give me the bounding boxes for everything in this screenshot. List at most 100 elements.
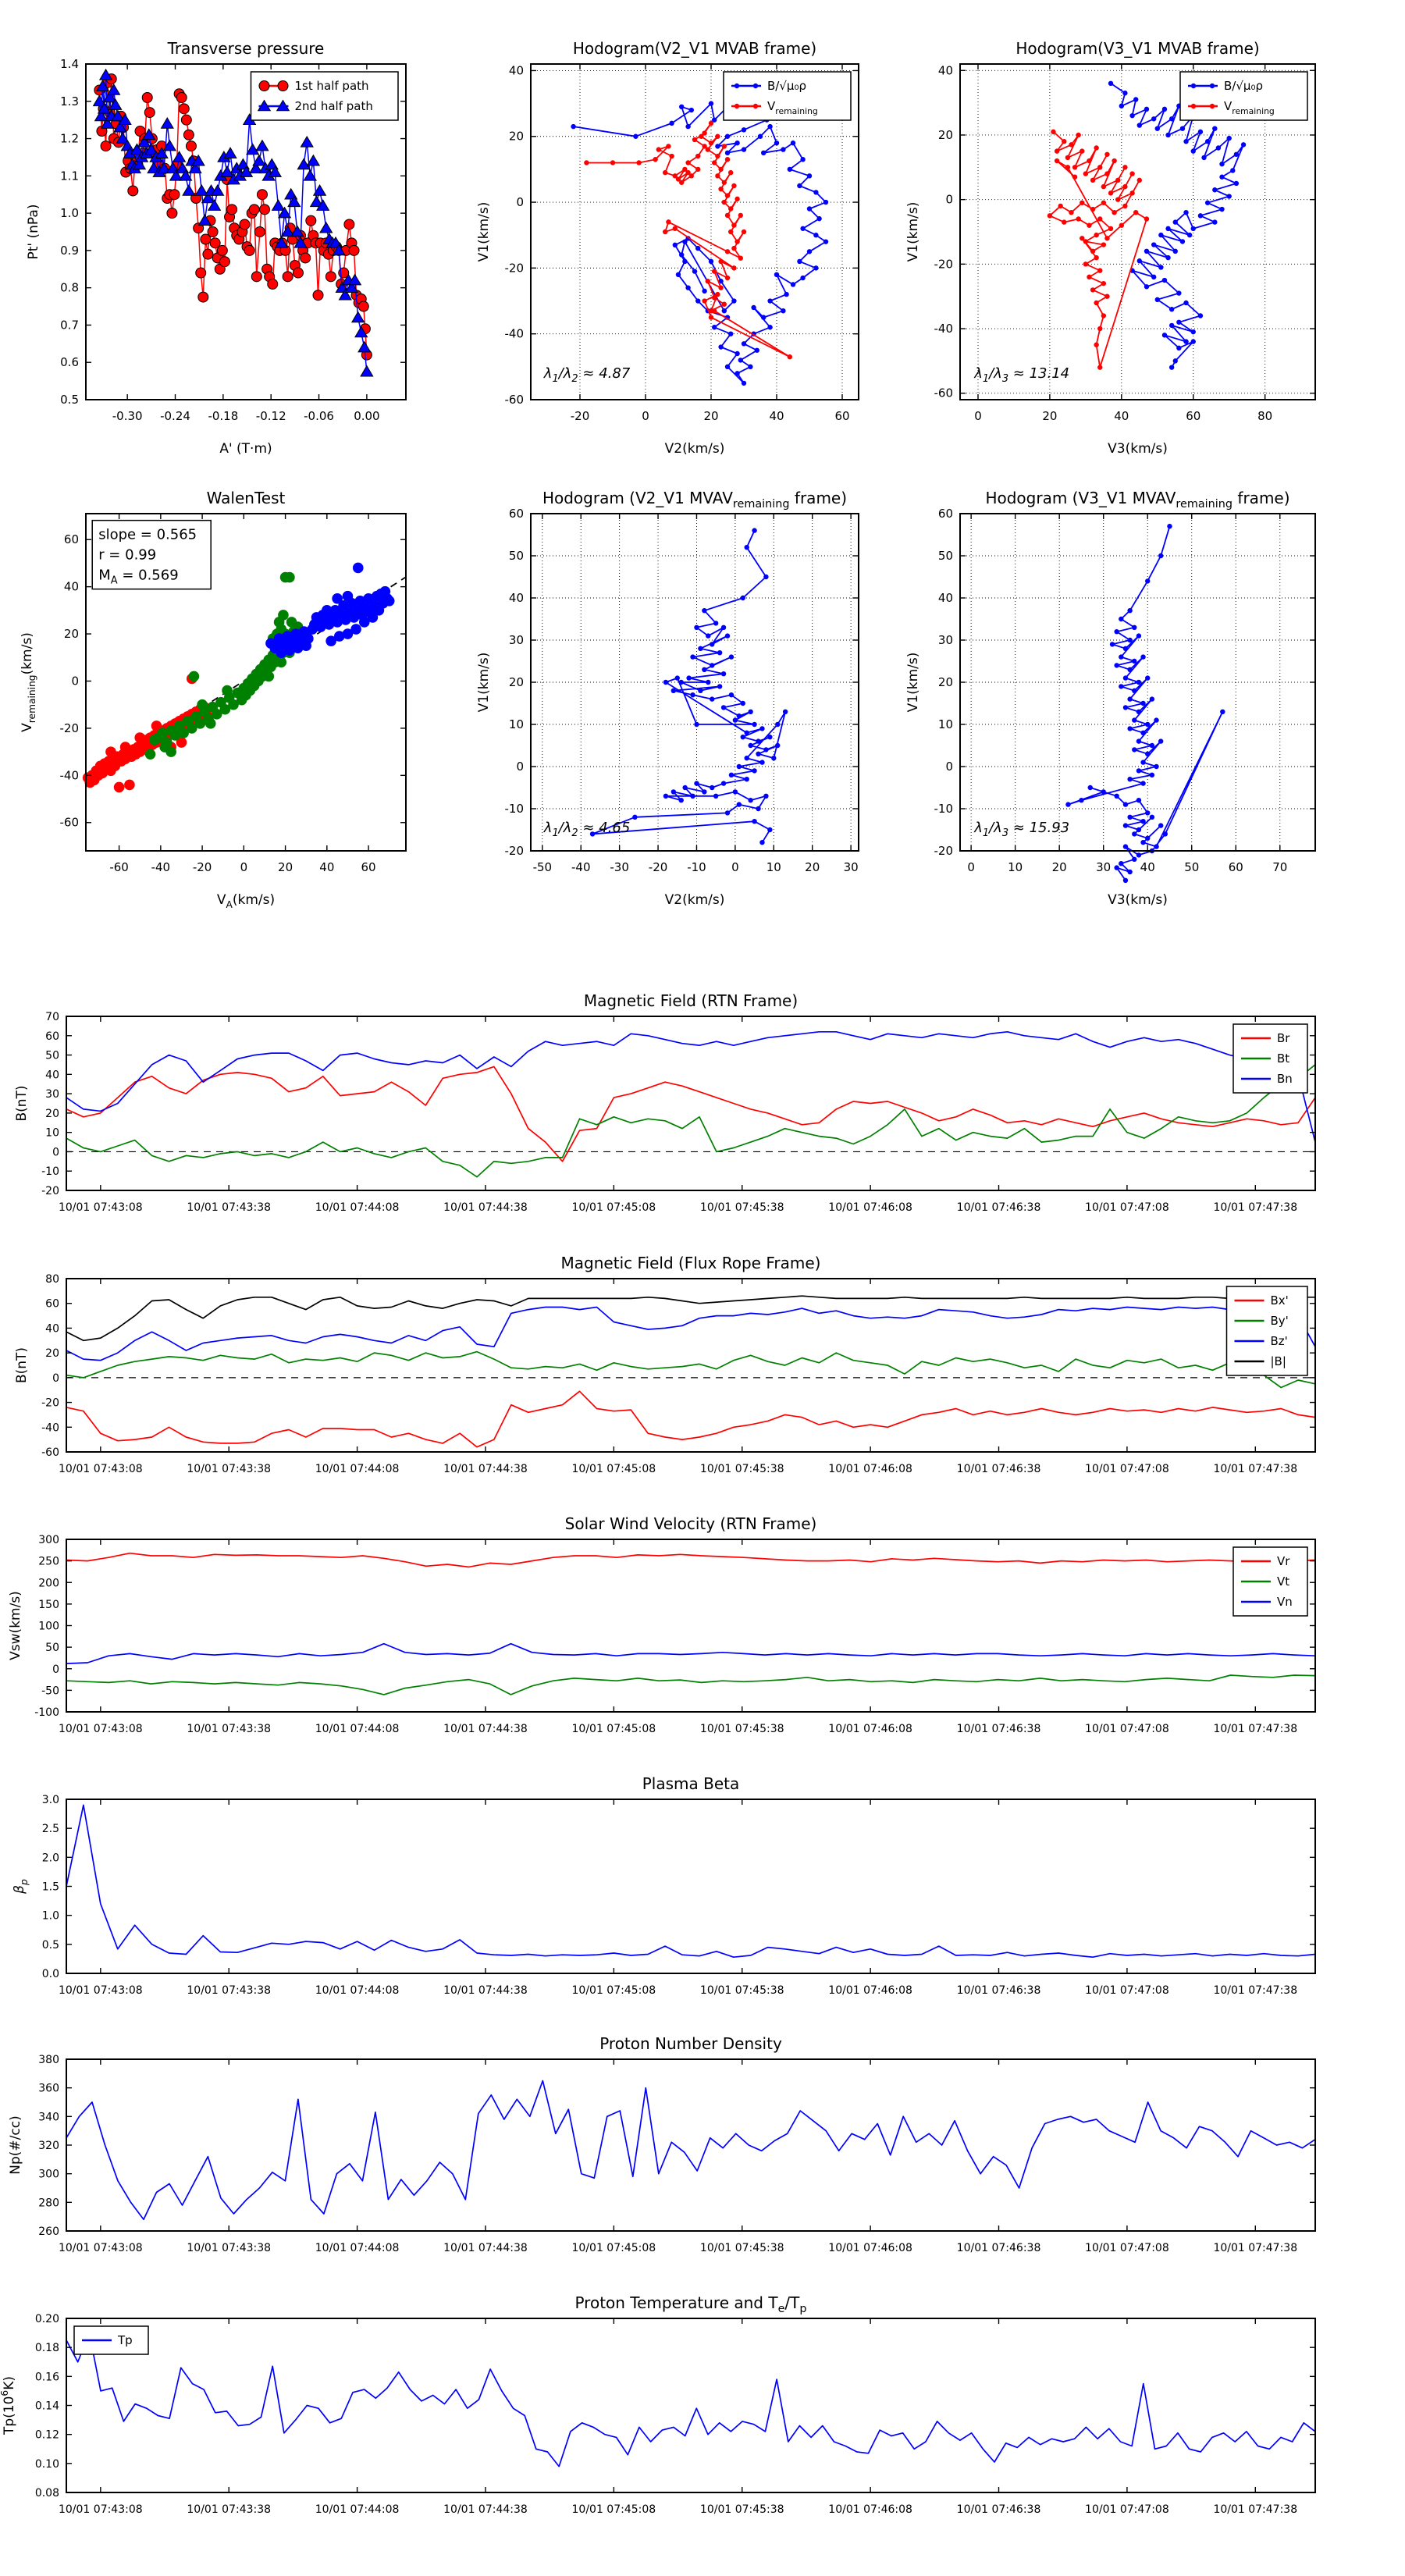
chart-title: Hodogram (V3_V1 MVAVremaining frame) xyxy=(985,489,1289,511)
svg-text:10/01 07:46:38: 10/01 07:46:38 xyxy=(957,1984,1041,1997)
svg-text:10/01 07:43:08: 10/01 07:43:08 xyxy=(59,1463,143,1475)
svg-text:70: 70 xyxy=(45,1011,59,1023)
svg-text:-0.24: -0.24 xyxy=(160,409,190,423)
svg-text:1.0: 1.0 xyxy=(42,1910,59,1923)
svg-text:40: 40 xyxy=(1140,860,1155,874)
svg-text:0: 0 xyxy=(52,1146,59,1158)
svg-text:-60: -60 xyxy=(41,1446,59,1459)
svg-text:10/01 07:43:08: 10/01 07:43:08 xyxy=(59,1723,143,1735)
svg-text:40: 40 xyxy=(509,63,524,77)
series-second-half-path xyxy=(92,68,374,377)
svg-text:20: 20 xyxy=(938,128,953,142)
svg-text:10/01 07:43:38: 10/01 07:43:38 xyxy=(187,1984,271,1997)
svg-text:250: 250 xyxy=(38,1556,59,1568)
svg-text:1.2: 1.2 xyxy=(60,132,79,146)
svg-text:Tp: Tp xyxy=(117,2333,133,2347)
series-By-prime xyxy=(66,1350,1316,1389)
svg-text:30: 30 xyxy=(45,1088,59,1101)
chart-title: Hodogram(V3_V1 MVAB frame) xyxy=(1016,39,1259,58)
chart-transverse-pressure: -0.30 -0.24 -0.18 -0.12 -0.06 0.00 0.5 0.6 0.7 0.… xyxy=(26,39,407,457)
svg-text:360: 360 xyxy=(38,2083,59,2095)
svg-text:-20: -20 xyxy=(60,721,80,735)
svg-text:0.9: 0.9 xyxy=(60,244,79,258)
svg-text:1.5: 1.5 xyxy=(42,1881,59,1894)
svg-text:0: 0 xyxy=(945,193,953,207)
svg-text:10: 10 xyxy=(1008,860,1023,874)
svg-text:40: 40 xyxy=(769,409,784,423)
axis-ticks: 10/01 07:43:08 10/01 07:43:38 10/01 07:44:… xyxy=(41,1011,1315,1214)
svg-text:20: 20 xyxy=(64,627,79,641)
svg-text:-0.18: -0.18 xyxy=(208,409,238,423)
svg-text:10/01 07:46:08: 10/01 07:46:08 xyxy=(828,1723,912,1735)
svg-text:1.3: 1.3 xyxy=(60,94,79,109)
svg-text:-10: -10 xyxy=(41,1165,59,1178)
series-Bt xyxy=(66,1064,1316,1178)
svg-text:30: 30 xyxy=(1096,860,1111,874)
svg-text:50: 50 xyxy=(938,549,953,563)
series-V-remaining xyxy=(1047,129,1150,370)
svg-text:2nd half path: 2nd half path xyxy=(295,99,373,113)
svg-text:10/01 07:43:08: 10/01 07:43:08 xyxy=(59,2242,143,2254)
svg-text:0.5: 0.5 xyxy=(60,393,79,407)
svg-text:0: 0 xyxy=(71,674,79,688)
svg-text:0: 0 xyxy=(52,1372,59,1385)
svg-text:-20: -20 xyxy=(571,409,590,423)
chart-magnetic-field-rtn: 10/01 07:43:08 10/01 07:43:38 10/01 07:44:… xyxy=(14,991,1316,1214)
svg-text:20: 20 xyxy=(805,860,820,874)
svg-text:300: 300 xyxy=(38,1534,59,1546)
chart-proton-temperature: 10/01 07:43:08 10/01 07:43:38 10/01 07:44:… xyxy=(0,2293,1316,2516)
annotation: λ1/λ3 ≈ 13.14 xyxy=(973,365,1069,385)
svg-text:20: 20 xyxy=(45,1108,59,1120)
chart-title: Proton Temperature and Te/Tp xyxy=(574,2293,806,2315)
svg-text:80: 80 xyxy=(1257,409,1272,423)
y-axis-label: V1(km/s) xyxy=(476,202,492,262)
svg-text:10/01 07:47:38: 10/01 07:47:38 xyxy=(1213,1723,1297,1735)
svg-text:10/01 07:45:08: 10/01 07:45:08 xyxy=(572,1463,656,1475)
y-axis-label: Vsw(km/s) xyxy=(8,1591,23,1660)
y-axis-label: Pt' (nPa) xyxy=(26,205,41,260)
legend: 1st half path 2nd half path xyxy=(250,71,399,121)
svg-text:0: 0 xyxy=(731,860,739,874)
axis-ticks: 10/01 07:43:08 10/01 07:43:38 10/01 07:44:… xyxy=(34,1534,1315,1735)
svg-text:0.7: 0.7 xyxy=(60,318,79,332)
svg-text:Vr: Vr xyxy=(1277,1554,1290,1568)
svg-text:0: 0 xyxy=(516,760,524,774)
axis-ticks: 0 10 20 30 40 50 60 70 -20 -10 0 10 20 30 40 50 60 xyxy=(934,507,1315,874)
x-axis-label: V3(km/s) xyxy=(1108,892,1168,908)
chart-walen-test: -60 -40 -20 0 20 40 60 -60 -40 -20 0 20 40 60 WalenTes… xyxy=(20,489,407,910)
svg-text:0.00: 0.00 xyxy=(354,409,379,423)
chart-magnetic-field-flux-rope: 10/01 07:43:08 10/01 07:43:38 10/01 07:44:… xyxy=(14,1254,1316,1475)
svg-text:10/01 07:43:08: 10/01 07:43:08 xyxy=(59,1201,143,1214)
svg-text:-0.12: -0.12 xyxy=(256,409,286,423)
svg-text:20: 20 xyxy=(1042,409,1057,423)
chart-hodogram-v3v1-mvav: 0 10 20 30 40 50 60 70 -20 -10 0 10 20 30 40 50 60 Hodogr… xyxy=(905,489,1316,908)
svg-text:60: 60 xyxy=(1186,409,1200,423)
svg-text:40: 40 xyxy=(319,860,334,874)
svg-text:10: 10 xyxy=(45,1127,59,1140)
svg-text:60: 60 xyxy=(361,860,376,874)
svg-text:0: 0 xyxy=(642,409,649,423)
svg-text:0.18: 0.18 xyxy=(35,2342,59,2354)
chart-title: Hodogram (V2_V1 MVAVremaining frame) xyxy=(542,489,847,511)
annotation: λ1/λ2 ≈ 4.65 xyxy=(543,820,630,839)
svg-text:10/01 07:43:08: 10/01 07:43:08 xyxy=(59,1984,143,1997)
svg-text:0.08: 0.08 xyxy=(35,2487,59,2500)
axis-ticks: 0 20 40 60 80 -60 -40 -20 0 20 40 xyxy=(934,63,1315,423)
svg-text:10/01 07:44:38: 10/01 07:44:38 xyxy=(443,2503,528,2516)
svg-text:0: 0 xyxy=(52,1663,59,1676)
svg-text:10/01 07:45:38: 10/01 07:45:38 xyxy=(700,1463,784,1475)
svg-text:50: 50 xyxy=(1184,860,1199,874)
svg-text:0: 0 xyxy=(945,760,953,774)
svg-text:340: 340 xyxy=(38,2111,59,2123)
series-beta-p xyxy=(66,1804,1316,1959)
svg-text:10/01 07:45:08: 10/01 07:45:08 xyxy=(572,2242,656,2254)
chart-title: Proton Number Density xyxy=(599,2034,782,2053)
svg-text:260: 260 xyxy=(38,2226,59,2238)
svg-text:-60: -60 xyxy=(109,860,129,874)
annotation: λ1/λ2 ≈ 4.87 xyxy=(543,365,631,385)
chart-proton-number-density: 10/01 07:43:08 10/01 07:43:38 10/01 07:44:… xyxy=(8,2034,1316,2254)
svg-text:-40: -40 xyxy=(41,1421,59,1434)
series-Bx-prime xyxy=(66,1390,1316,1448)
svg-text:-20: -20 xyxy=(505,261,525,275)
svg-text:10/01 07:47:38: 10/01 07:47:38 xyxy=(1213,1201,1297,1214)
